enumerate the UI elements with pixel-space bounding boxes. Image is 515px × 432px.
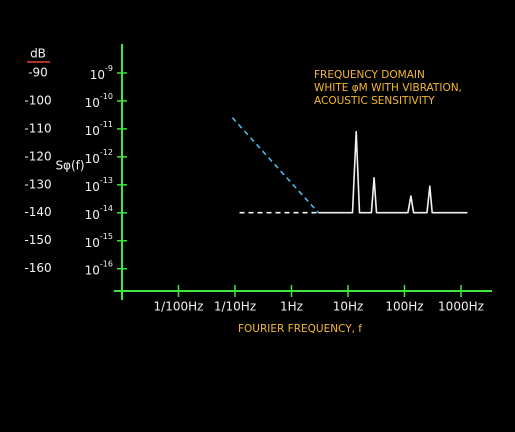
y2-tick-label: 10-12 <box>85 147 113 165</box>
y2-tick-label: 10-13 <box>85 175 113 193</box>
db-tick-label: -100 <box>24 93 51 107</box>
y2-tick-exponent: -9 <box>105 63 113 72</box>
db-tick-label: -90 <box>28 65 48 79</box>
series-line <box>231 117 319 214</box>
x-tick-label: 1000Hz <box>438 300 484 314</box>
x-tick-label: 1Hz <box>280 300 303 314</box>
y2-tick-exponent: -15 <box>100 231 113 240</box>
y2-tick-base: 10 <box>85 263 100 277</box>
y2-tick-exponent: -16 <box>100 259 113 268</box>
y2-tick-base: 10 <box>85 151 100 165</box>
annotation: FREQUENCY DOMAIN <box>314 69 425 81</box>
series-line <box>318 130 468 214</box>
y2-tick-label: 10-14 <box>85 203 113 221</box>
y2-tick-exponent: -14 <box>100 203 113 212</box>
y2-tick-label: 10-10 <box>85 91 113 109</box>
y2-tick-base: 10 <box>85 95 100 109</box>
y2-tick-exponent: -13 <box>100 175 113 184</box>
y2-tick-label: 10-9 <box>90 63 113 81</box>
y2-tick-exponent: -10 <box>100 91 113 100</box>
y-axis-label: Sφ(f) <box>55 159 84 173</box>
y2-tick-base: 10 <box>90 67 105 81</box>
x-axis-label: FOURIER FREQUENCY, f <box>238 323 362 335</box>
y2-tick-label: 10-11 <box>85 119 113 137</box>
annotation: ACOUSTIC SENSITIVITY <box>314 95 435 107</box>
y2-tick-exponent: -11 <box>100 119 113 128</box>
db-tick-label: -160 <box>24 261 51 275</box>
y2-tick-base: 10 <box>85 235 100 249</box>
db-tick-label: -110 <box>24 121 51 135</box>
x-tick-label: 1/100Hz <box>154 300 204 314</box>
unit-title: dB <box>30 47 46 61</box>
x-tick-label: 10Hz <box>333 300 364 314</box>
y2-tick-base: 10 <box>85 123 100 137</box>
y2-tick-base: 10 <box>85 207 100 221</box>
db-tick-label: -150 <box>24 233 51 247</box>
x-tick-label: 100Hz <box>385 300 423 314</box>
annotation: WHITE φM WITH VIBRATION, <box>314 82 462 94</box>
db-tick-label: -130 <box>24 177 51 191</box>
y2-tick-base: 10 <box>85 179 100 193</box>
y2-tick-label: 10-15 <box>85 231 113 249</box>
y2-tick-exponent: -12 <box>100 147 113 156</box>
db-tick-label: -140 <box>24 205 51 219</box>
db-tick-label: -120 <box>24 149 51 163</box>
x-tick-label: 1/10Hz <box>214 300 256 314</box>
y2-tick-label: 10-16 <box>85 259 113 277</box>
